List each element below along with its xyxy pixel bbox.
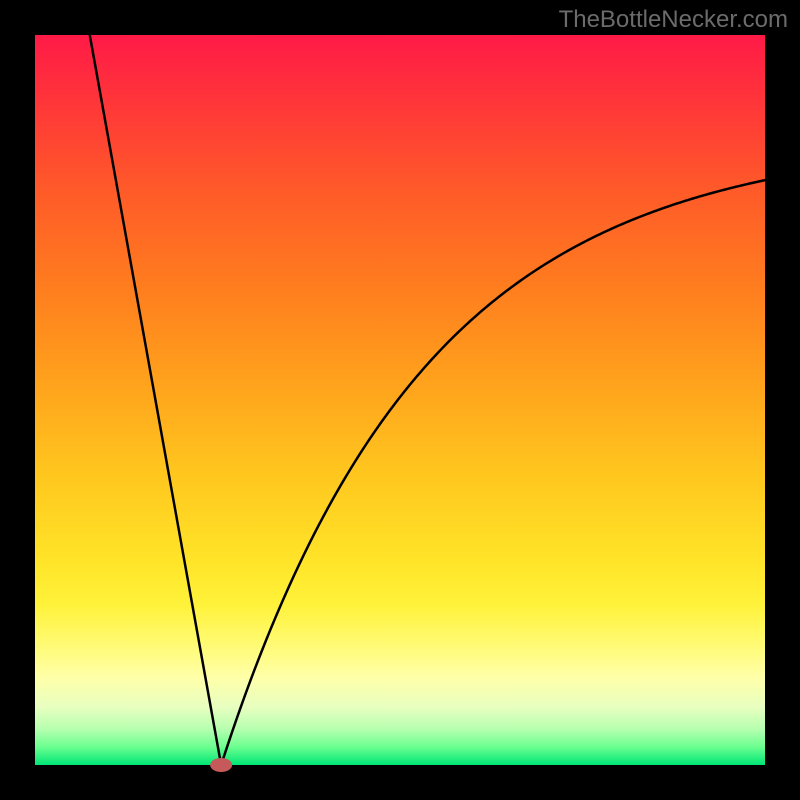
curve-layer	[0, 0, 800, 800]
optimum-marker	[210, 758, 232, 772]
chart-container: TheBottleNecker.com	[0, 0, 800, 800]
bottleneck-curve	[90, 35, 765, 765]
watermark-text: TheBottleNecker.com	[559, 6, 788, 34]
